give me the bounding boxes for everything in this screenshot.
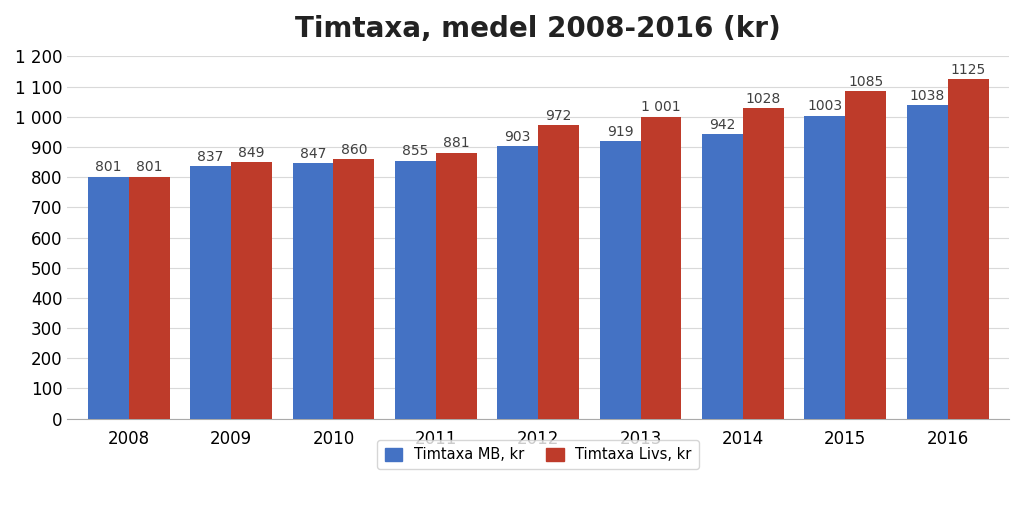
Bar [498,146,539,419]
Bar [539,125,580,419]
Bar [845,91,886,419]
Text: 942: 942 [710,118,735,132]
Text: 1028: 1028 [745,92,781,106]
Bar [334,159,375,419]
Text: 1 001: 1 001 [641,100,681,114]
Bar [436,153,477,419]
Text: 801: 801 [136,160,163,174]
Text: 1085: 1085 [848,75,884,89]
Text: 919: 919 [607,125,634,139]
Text: 837: 837 [198,150,224,163]
Bar [293,163,334,419]
Text: 881: 881 [443,136,470,150]
Text: 1125: 1125 [950,63,986,77]
Bar [742,109,783,419]
Bar [906,105,947,419]
Text: 1003: 1003 [807,100,843,113]
Bar [190,166,231,419]
Bar [88,177,129,419]
Bar [231,162,272,419]
Title: Timtaxa, medel 2008-2016 (kr): Timtaxa, medel 2008-2016 (kr) [295,15,781,43]
Bar [701,134,742,419]
Bar [600,141,641,419]
Text: 801: 801 [95,160,122,174]
Bar [129,177,170,419]
Text: 860: 860 [341,143,368,157]
Text: 847: 847 [300,147,327,161]
Text: 849: 849 [239,146,265,160]
Bar [395,161,436,419]
Bar [804,116,845,419]
Text: 972: 972 [546,109,571,123]
Bar [641,116,682,419]
Text: 1038: 1038 [909,89,945,103]
Bar [947,79,988,419]
Text: 903: 903 [505,129,530,144]
Legend: Timtaxa MB, kr, Timtaxa Livs, kr: Timtaxa MB, kr, Timtaxa Livs, kr [378,440,699,469]
Text: 855: 855 [402,144,429,158]
